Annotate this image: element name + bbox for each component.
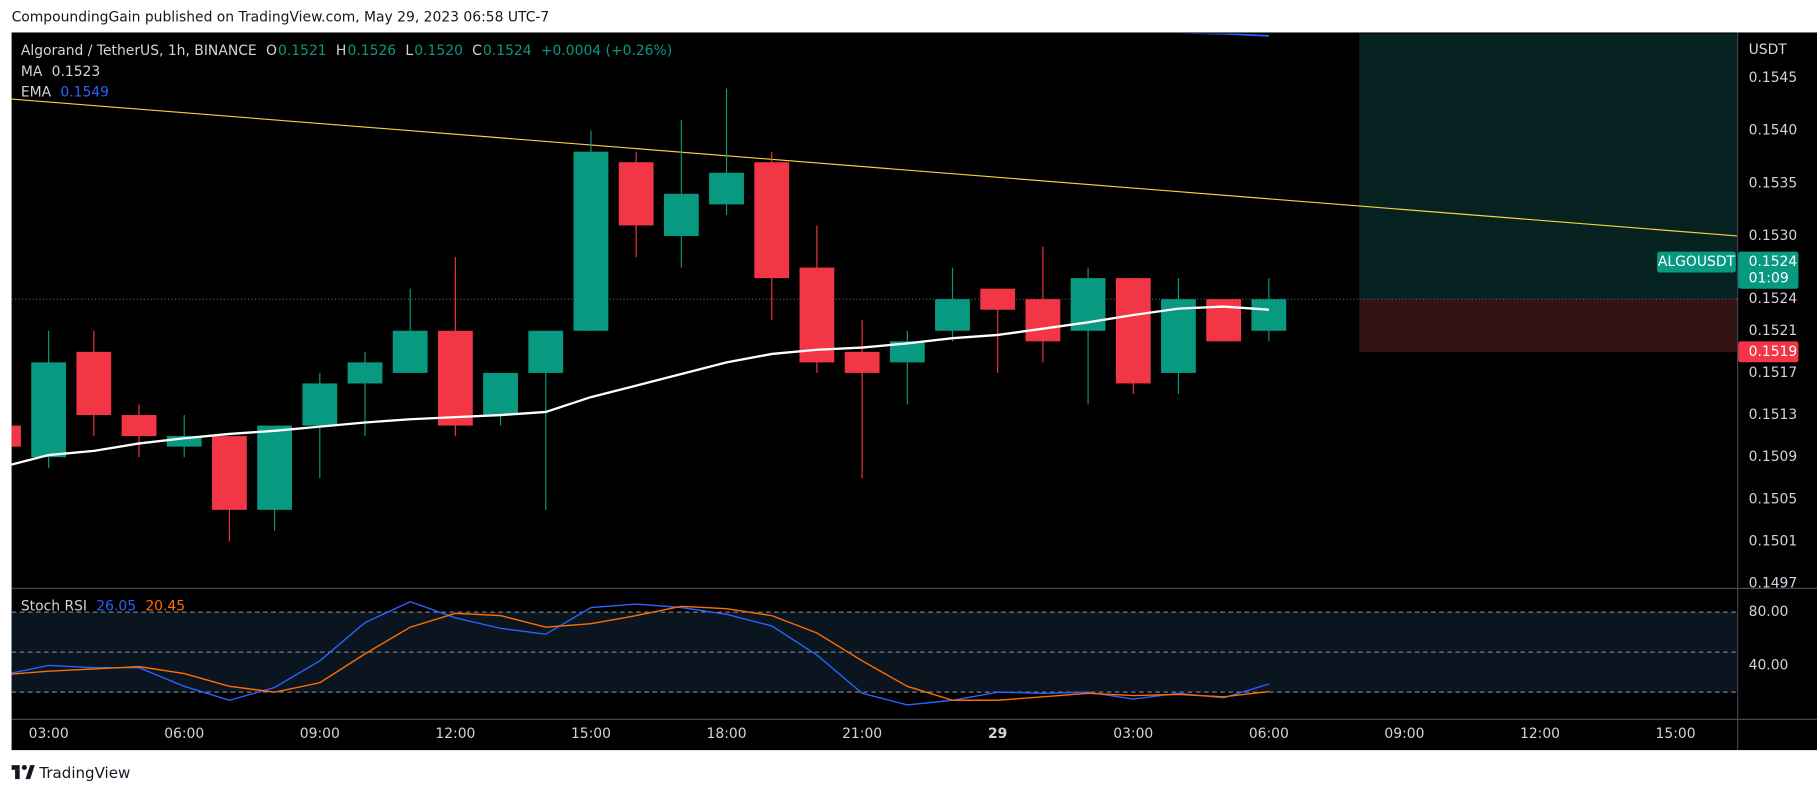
candle-body — [392, 330, 428, 373]
candle-body — [257, 425, 293, 510]
legend-text: O — [266, 43, 277, 59]
y-tick-label: 0.1521 — [1749, 323, 1798, 339]
candle-body — [437, 330, 473, 426]
x-tick-label: 06:00 — [1249, 726, 1289, 742]
candle-body — [573, 151, 609, 331]
y-tick-label: 0.1524 — [1749, 291, 1798, 307]
legend-text: EMA — [21, 85, 52, 101]
overlay: 0.1545 0.1540 0.1535 0.1530 0.1524 0.1521 0.15… — [21, 42, 1799, 742]
candle-body — [528, 330, 564, 373]
candle-body — [166, 436, 202, 447]
candle-body — [483, 372, 518, 416]
candle-body — [754, 162, 790, 279]
x-tick-label: 29 — [988, 726, 1007, 742]
legend-text: 26.05 — [96, 598, 136, 614]
legend-text: +0.0004 (+0.26%) — [541, 43, 672, 59]
candle-body — [844, 351, 880, 373]
candle-body — [76, 351, 112, 416]
y-tick-label: 0.1530 — [1749, 228, 1798, 244]
x-tick-label: 21:00 — [842, 726, 882, 742]
y-tick-label: 40.00 — [1749, 657, 1789, 673]
stop-zone — [1359, 299, 1738, 352]
legend-text: C — [472, 43, 482, 59]
x-tick-label: 09:00 — [300, 726, 340, 742]
y-tick-label: 0.1509 — [1749, 449, 1798, 465]
legend-text: MA — [21, 64, 43, 80]
moving-average-line — [1181, 33, 1269, 37]
y-axis-label: USDT — [1749, 42, 1788, 58]
candle-body — [618, 162, 654, 226]
candle-body — [980, 288, 1016, 310]
legend-text: Stoch RSI — [21, 598, 87, 614]
y-tick-label: 80.00 — [1749, 604, 1789, 620]
legend-text: 0.1521 — [278, 43, 327, 59]
x-tick-label: 15:00 — [571, 726, 611, 742]
candle-body — [302, 383, 338, 426]
x-tick-label: 15:00 — [1656, 726, 1696, 742]
x-tick-label: 12:00 — [1520, 726, 1560, 742]
candle-body — [212, 436, 247, 510]
y-tick-label: 0.1505 — [1749, 491, 1798, 507]
publish-note: CompoundingGain published on TradingView… — [12, 9, 550, 25]
moving-average-line — [11, 305, 1269, 466]
candle-body — [1251, 299, 1287, 331]
stoch-pane — [11, 600, 1738, 706]
price-tag — [1738, 251, 1799, 289]
legend-text: 0.1520 — [414, 43, 463, 59]
stoch-line — [11, 600, 1270, 706]
x-tick-label: 09:00 — [1384, 726, 1424, 742]
trend-line — [11, 98, 1738, 237]
x-tick-label: 06:00 — [164, 726, 204, 742]
candle-body — [1115, 278, 1151, 384]
candle-body — [11, 425, 21, 447]
x-tick-label: 18:00 — [707, 726, 747, 742]
stop-tag-text: 0.1519 — [1749, 344, 1798, 360]
y-tick-label: 0.1545 — [1749, 70, 1798, 86]
symbol-tag-text: ALGOUSDT — [1658, 254, 1736, 270]
y-tick-label: 0.1517 — [1749, 365, 1798, 381]
candle-body — [935, 299, 970, 331]
candle-body — [663, 193, 699, 236]
legend-text: L — [405, 43, 413, 59]
candle-body — [799, 267, 835, 363]
candle-body — [121, 415, 157, 437]
legend-text: 0.1523 — [52, 64, 101, 80]
symbol-tag — [1657, 251, 1736, 273]
x-tick-label: 03:00 — [29, 726, 69, 742]
countdown-text: 01:09 — [1749, 270, 1789, 286]
candle-body — [709, 172, 744, 205]
legend-text: 20.45 — [145, 598, 185, 614]
y-tick-label: 0.1513 — [1749, 407, 1798, 423]
candle-body — [347, 362, 383, 384]
brand: TradingView — [38, 764, 130, 782]
candle-body — [31, 362, 67, 458]
candle-body — [1025, 299, 1061, 342]
legend-text: H — [336, 43, 346, 59]
y-tick-label: 0.1501 — [1749, 533, 1798, 549]
legend-text: 0.1526 — [348, 43, 397, 59]
stop-tag — [1738, 341, 1799, 363]
candle-body — [889, 341, 925, 363]
y-tick-label: 0.1497 — [1749, 576, 1798, 592]
candle-body — [1161, 299, 1196, 373]
y-tick-label: 0.1540 — [1749, 123, 1798, 139]
y-tick-label: 0.1535 — [1749, 175, 1798, 191]
price-tag-text: 0.1524 — [1749, 254, 1798, 270]
brand-logo — [11, 764, 35, 780]
stoch-line — [11, 605, 1269, 701]
main-pane — [11, 33, 1738, 542]
legend-text: 0.1524 — [483, 43, 532, 59]
legend-text: Algorand / TetherUS, 1h, BINANCE — [21, 43, 257, 59]
x-tick-label: 12:00 — [435, 726, 475, 742]
legend-text: 0.1549 — [60, 85, 109, 101]
x-tick-label: 03:00 — [1113, 726, 1153, 742]
